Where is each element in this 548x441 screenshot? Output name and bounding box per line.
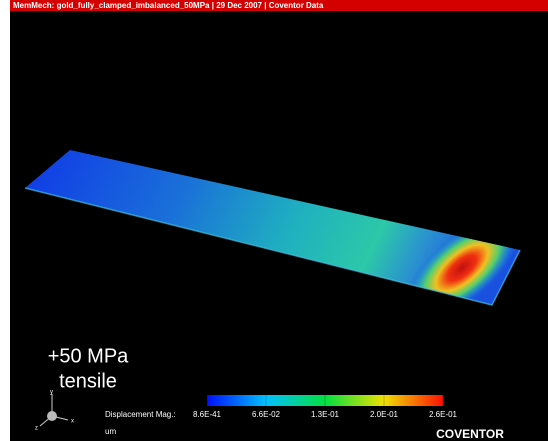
header-title: MemMech: gold_fully_clamped_imbalanced_5… — [13, 1, 324, 10]
left-margin — [0, 0, 10, 441]
legend-tick-label: 2.0E-01 — [370, 410, 399, 419]
legend-tick-label: 2.6E-01 — [429, 410, 458, 419]
legend-tick-label: 6.6E-02 — [252, 410, 281, 419]
screen: MemMech: gold_fully_clamped_imbalanced_5… — [0, 0, 548, 441]
legend-tick-label: 8.6E-41 — [193, 410, 222, 419]
triad-y: y — [50, 390, 53, 396]
legend-tick-label: 1.3E-01 — [311, 410, 340, 419]
triad-z: z — [35, 426, 38, 432]
annotation-line1: +50 MPa — [48, 345, 129, 367]
legend-unit: um — [105, 427, 116, 436]
logo: COVENTOR — [436, 427, 504, 441]
annotation-line2: tensile — [59, 370, 117, 392]
legend-label: Displacement Mag.: — [105, 410, 176, 419]
triad-x: x — [71, 419, 74, 425]
